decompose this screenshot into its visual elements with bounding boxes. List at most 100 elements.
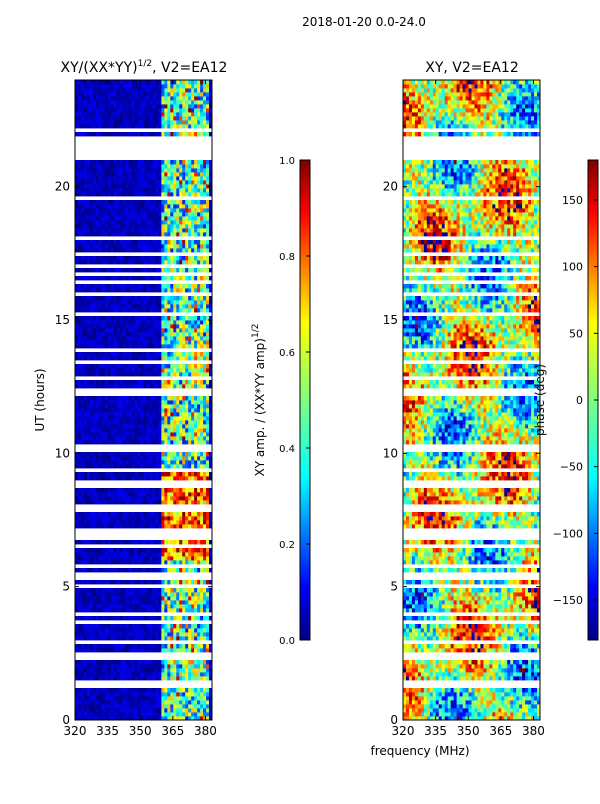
heatmap-cell (206, 320, 210, 325)
heatmap-cell (170, 604, 174, 609)
heatmap-cell (137, 204, 141, 209)
heatmap-cell (116, 320, 121, 325)
heatmap-cell (158, 296, 162, 301)
heatmap-cell (191, 520, 195, 525)
heatmap-cell (107, 600, 112, 605)
heatmap-cell (209, 268, 213, 273)
heatmap-cell (86, 356, 91, 361)
heatmap-cell (83, 596, 88, 601)
heatmap-cell (125, 228, 130, 233)
heatmap-cell (122, 512, 127, 517)
heatmap-cell (155, 244, 159, 249)
heatmap-cell (75, 344, 79, 349)
heatmap-cell (131, 256, 135, 261)
heatmap-cell (152, 516, 156, 521)
heatmap-cell (149, 596, 153, 601)
heatmap-cell (200, 120, 204, 125)
heatmap-cell (194, 316, 198, 321)
heatmap-cell (158, 616, 162, 621)
heatmap-cell (113, 124, 118, 129)
heatmap-cell (107, 628, 112, 633)
heatmap-cell (113, 420, 118, 425)
heatmap-cell (182, 688, 186, 693)
heatmap-cell (164, 636, 168, 641)
heatmap-cell (122, 428, 127, 433)
heatmap-cell (83, 188, 88, 193)
heatmap-cell (92, 380, 97, 385)
heatmap-cell (119, 248, 124, 253)
heatmap-cell (206, 356, 210, 361)
heatmap-cell (75, 692, 79, 697)
heatmap-cell (119, 432, 124, 437)
heatmap-cell (80, 300, 85, 305)
heatmap-cell (98, 340, 103, 345)
heatmap-cell (143, 668, 147, 673)
heatmap-cell (197, 244, 201, 249)
heatmap-cell (107, 716, 112, 721)
heatmap-cell (203, 412, 207, 417)
heatmap-cell (95, 408, 100, 413)
heatmap-cell (143, 592, 147, 597)
heatmap-cell (92, 700, 97, 705)
heatmap-cell (170, 520, 174, 525)
heatmap-cell (107, 552, 112, 557)
heatmap-cell (110, 332, 115, 337)
heatmap-cell (140, 324, 144, 329)
heatmap-cell (179, 624, 183, 629)
heatmap-cell (176, 344, 180, 349)
heatmap-cell (83, 332, 88, 337)
heatmap-cell (128, 608, 132, 613)
heatmap-cell (200, 616, 204, 621)
heatmap-cell (137, 256, 141, 261)
heatmap-cell (209, 308, 213, 313)
heatmap-cell (197, 124, 201, 129)
heatmap-cell (122, 184, 127, 189)
heatmap-cell (125, 244, 130, 249)
heatmap-cell (80, 624, 85, 629)
heatmap-cell (125, 372, 130, 377)
heatmap-cell (197, 384, 201, 389)
heatmap-cell (75, 304, 79, 309)
heatmap-cell (89, 356, 94, 361)
heatmap-cell (98, 404, 103, 409)
heatmap-cell (167, 400, 171, 405)
heatmap-cell (89, 596, 94, 601)
heatmap-cell (113, 464, 118, 469)
heatmap-cell (116, 284, 121, 289)
heatmap-cell (86, 276, 91, 281)
heatmap-cell (107, 380, 112, 385)
heatmap-cell (149, 456, 153, 461)
heatmap-cell (119, 672, 124, 677)
heatmap-cell (200, 540, 204, 545)
heatmap-cell (194, 324, 198, 329)
heatmap-cell (119, 300, 124, 305)
heatmap-cell (95, 400, 100, 405)
heatmap-cell (203, 436, 207, 441)
heatmap-cell (95, 520, 100, 525)
heatmap-cell (146, 608, 150, 613)
heatmap-cell (158, 232, 162, 237)
heatmap-cell (116, 380, 121, 385)
heatmap-cell (86, 424, 91, 429)
heatmap-cell (194, 440, 198, 445)
heatmap-cell (98, 512, 103, 517)
heatmap-cell (107, 268, 112, 273)
heatmap-cell (161, 428, 165, 433)
heatmap-cell (188, 452, 192, 457)
heatmap-cell (188, 520, 192, 525)
heatmap-cell (128, 716, 132, 721)
heatmap-cell (173, 372, 177, 377)
heatmap-cell (75, 168, 79, 173)
heatmap-cell (185, 524, 189, 529)
heatmap-cell (164, 204, 168, 209)
heatmap-cell (143, 408, 147, 413)
heatmap-cell (140, 404, 144, 409)
heatmap-cell (206, 604, 210, 609)
heatmap-cell (86, 248, 91, 253)
heatmap-cell (77, 488, 82, 493)
heatmap-cell (137, 240, 141, 245)
heatmap-cell (86, 604, 91, 609)
heatmap-cell (98, 384, 103, 389)
heatmap-cell (137, 420, 141, 425)
heatmap-cell (152, 524, 156, 529)
